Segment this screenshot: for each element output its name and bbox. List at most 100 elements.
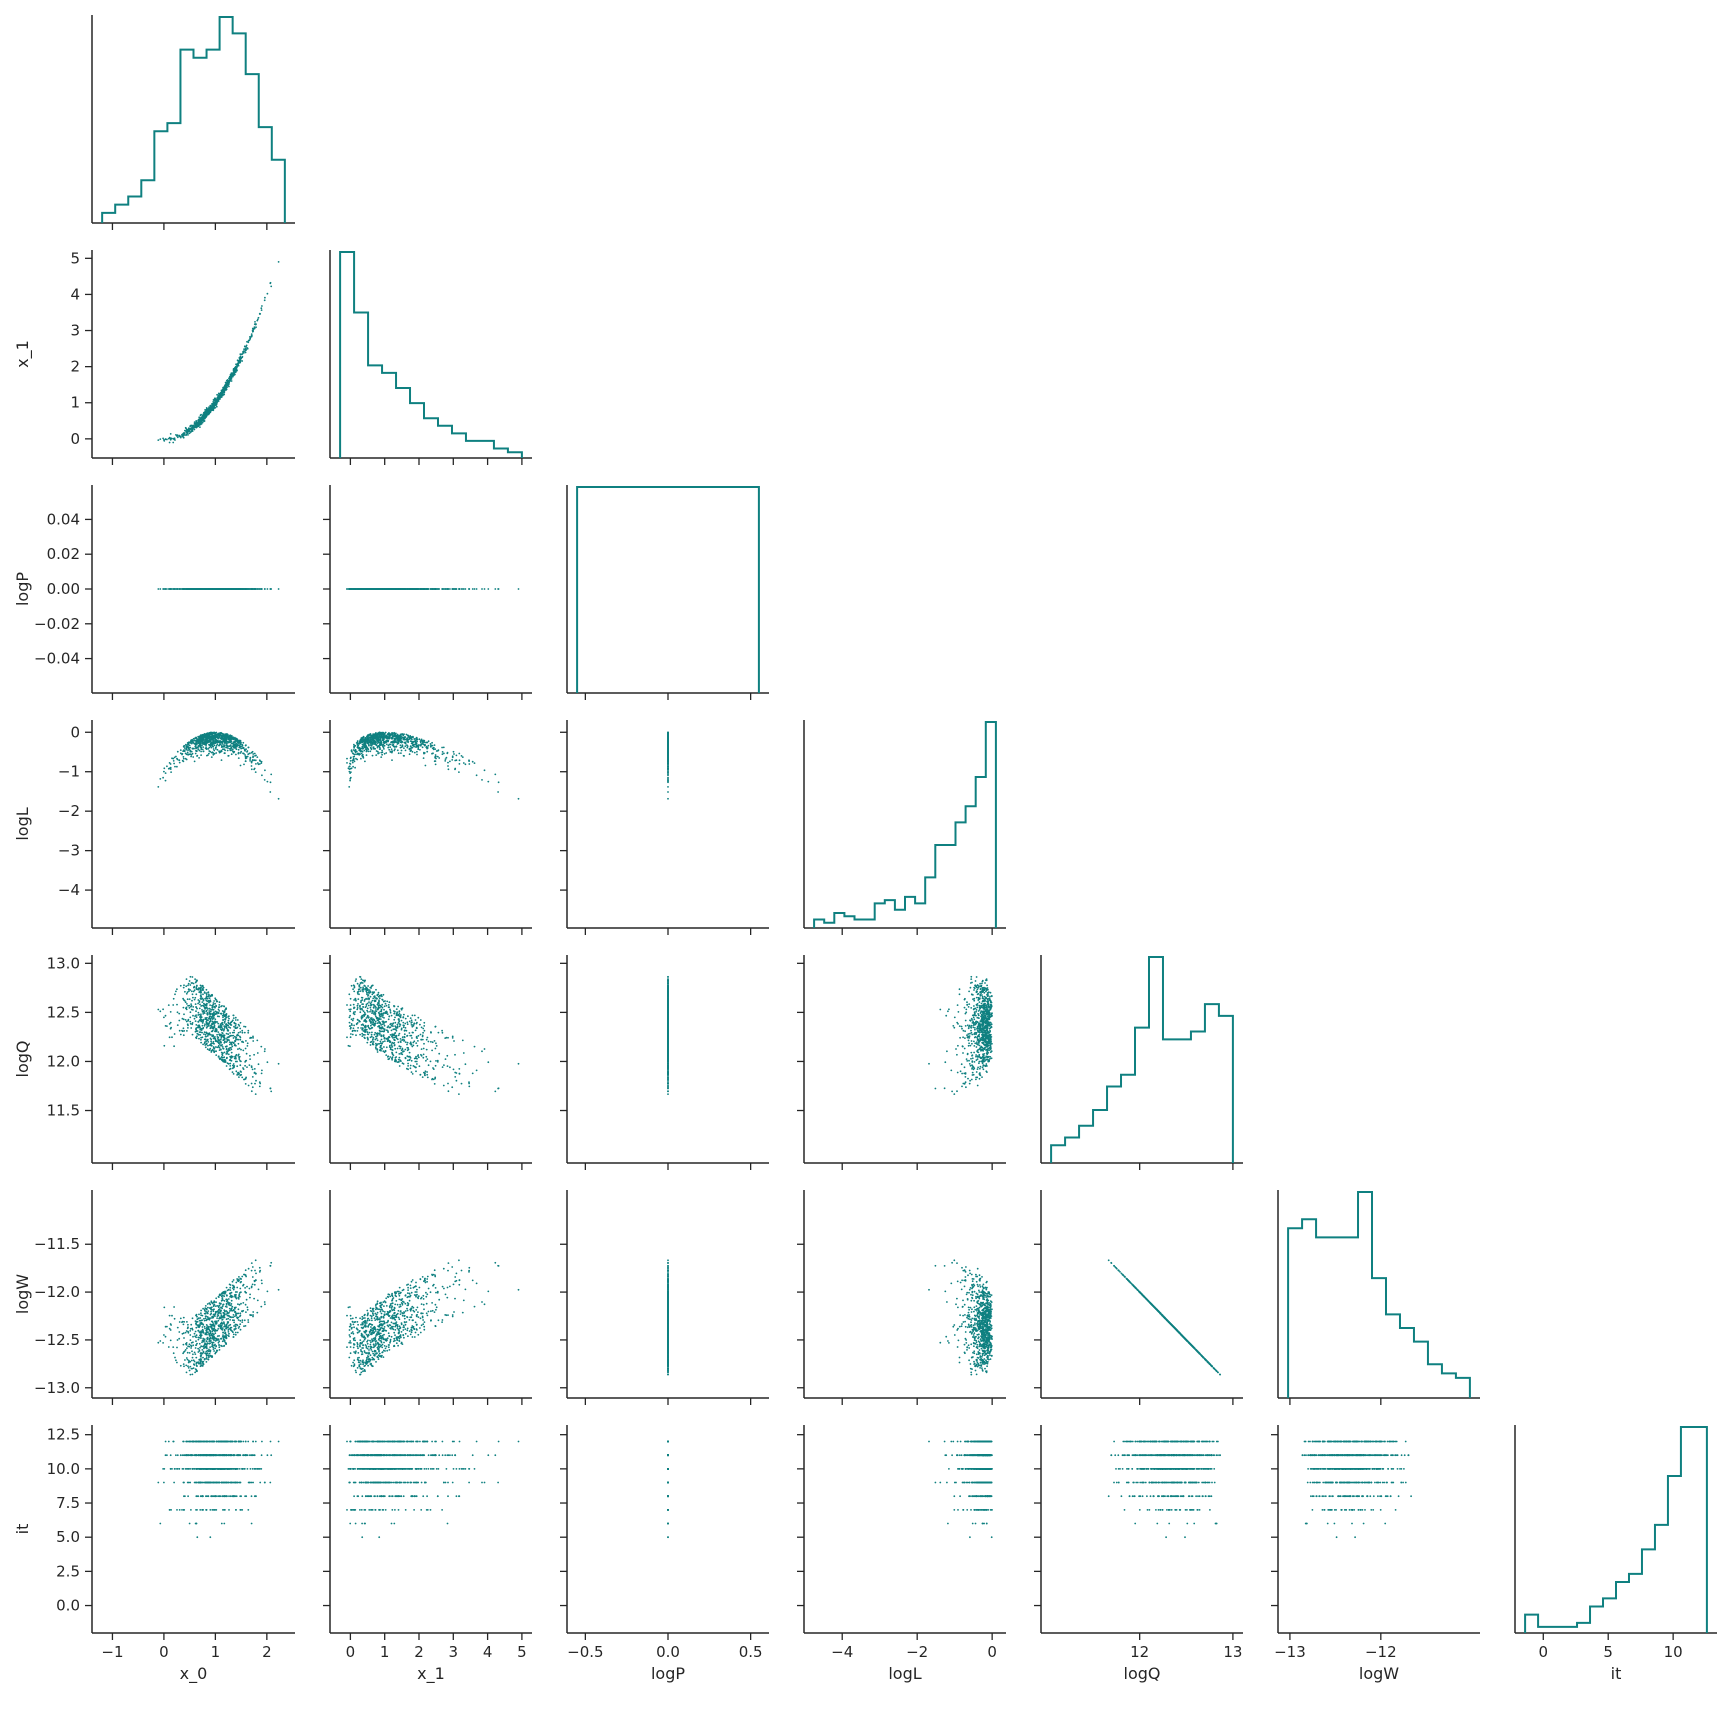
scatter-point (187, 434, 189, 436)
scatter-point (240, 360, 242, 362)
scatter-point (257, 319, 259, 321)
scatter-point (202, 588, 204, 590)
scatter-point (195, 421, 197, 423)
y-tick-label: 5 (70, 249, 80, 267)
scatter-point (187, 588, 189, 590)
scatter-point (258, 317, 260, 319)
scatter-point (198, 416, 200, 418)
scatter-point (179, 435, 181, 437)
scatter-point (224, 387, 226, 389)
scatter-point (213, 407, 215, 409)
scatter-point (202, 419, 204, 421)
scatter-point (159, 438, 161, 440)
y-axis-label-x_1: x_1 (13, 340, 33, 368)
scatter-point (249, 338, 251, 340)
scatter-point (194, 421, 196, 423)
scatter-point (261, 309, 263, 311)
scatter-point (218, 394, 220, 396)
scatter-point (159, 588, 161, 590)
scatter-point (213, 588, 215, 590)
scatter-point (229, 588, 231, 590)
scatter-point (264, 588, 266, 590)
scatter-point (200, 414, 202, 416)
scatter-point (202, 422, 204, 424)
scatter-point (187, 429, 189, 431)
scatter-point (165, 438, 167, 440)
scatter-point (200, 420, 202, 422)
scatter-point (278, 588, 280, 590)
scatter-point (199, 426, 201, 428)
scatter-point (239, 353, 241, 355)
scatter-point (234, 588, 236, 590)
scatter-point (264, 297, 266, 299)
scatter-point (253, 328, 255, 330)
scatter-point (270, 286, 272, 288)
scatter-point (190, 588, 192, 590)
histogram-x_1 (340, 252, 522, 458)
scatter-point (191, 425, 193, 427)
scatter-point (251, 335, 253, 337)
y-tick-label: −0.02 (34, 615, 80, 633)
scatter-point (494, 588, 496, 590)
scatter-point (227, 379, 229, 381)
scatter-point (206, 414, 208, 416)
y-axis-label-logP: logP (13, 572, 32, 606)
scatter-point (242, 356, 244, 358)
y-tick-label: −0.04 (34, 650, 80, 668)
scatter-point (247, 348, 249, 350)
scatter-point (223, 392, 225, 394)
scatter-point (170, 588, 172, 590)
scatter-point (206, 588, 208, 590)
scatter-point (174, 439, 176, 441)
scatter-point (210, 406, 212, 408)
scatter-point (163, 440, 165, 442)
scatter-point (260, 307, 262, 309)
scatter-point (230, 374, 232, 376)
scatter-point (209, 409, 211, 411)
scatter-point (208, 412, 210, 414)
scatter-point (184, 430, 186, 432)
scatter-point (211, 408, 213, 410)
scatter-point (484, 588, 486, 590)
scatter-point (245, 588, 247, 590)
scatter-point (449, 588, 451, 590)
scatter-point (227, 384, 229, 386)
scatter-point (185, 588, 187, 590)
scatter-point (267, 588, 269, 590)
scatter-point (245, 348, 247, 350)
scatter-point (237, 363, 239, 365)
scatter-point (223, 394, 225, 396)
scatter-point (198, 419, 200, 421)
scatter-point (211, 403, 213, 405)
scatter-point (238, 357, 240, 359)
scatter-point (226, 389, 228, 391)
scatter-point (243, 588, 245, 590)
scatter-point (185, 428, 187, 430)
scatter-point (210, 588, 212, 590)
scatter-point (249, 340, 251, 342)
scatter-point (241, 360, 243, 362)
scatter-point (219, 398, 221, 400)
scatter-point (234, 370, 236, 372)
scatter-point (269, 282, 271, 284)
scatter-point (190, 428, 192, 430)
scatter-point (216, 394, 218, 396)
scatter-point (446, 588, 448, 590)
y-tick-label: 1 (70, 394, 80, 412)
scatter-point (173, 438, 175, 440)
scatter-point (253, 588, 255, 590)
scatter-point (163, 588, 165, 590)
scatter-point (195, 423, 197, 425)
y-tick-label: 0 (70, 430, 80, 448)
scatter-point (243, 350, 245, 352)
scatter-point (229, 376, 231, 378)
scatter-point (232, 588, 234, 590)
scatter-point (206, 409, 208, 411)
y-tick-label: 0.00 (47, 580, 80, 598)
scatter-point (254, 321, 256, 323)
scatter-point (185, 434, 187, 436)
scatter-point (237, 588, 239, 590)
scatter-point (169, 442, 171, 444)
scatter-point (240, 588, 242, 590)
